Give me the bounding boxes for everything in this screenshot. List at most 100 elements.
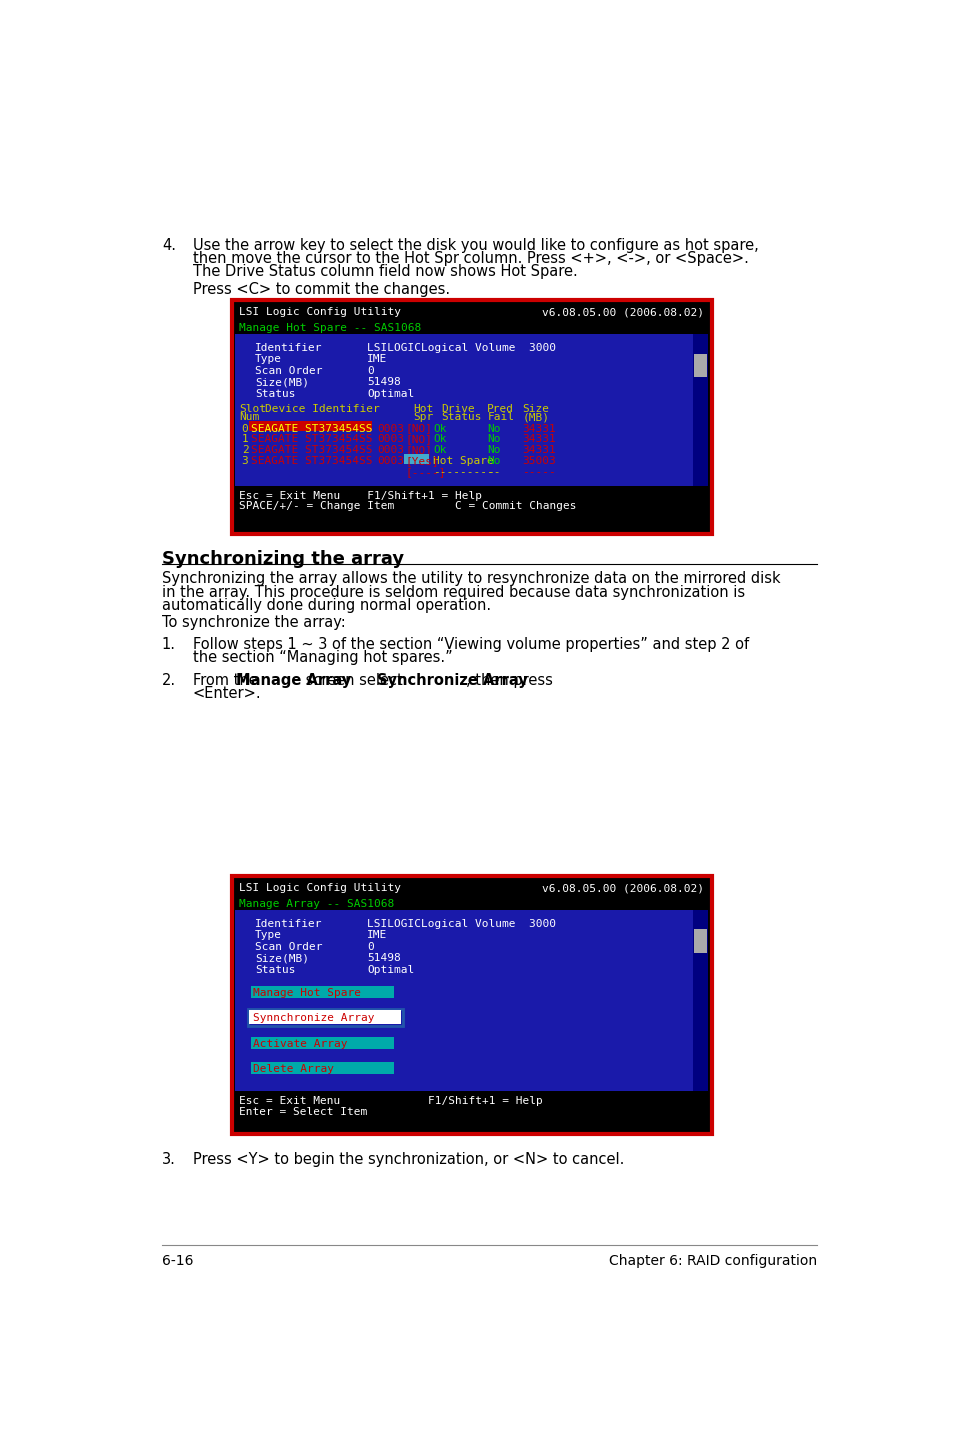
Text: Device Identifier: Device Identifier — [265, 404, 379, 414]
Text: Press <Y> to begin the synchronization, or <N> to cancel.: Press <Y> to begin the synchronization, … — [193, 1152, 623, 1168]
Bar — [251, 1037, 394, 1048]
Text: Manage Array: Manage Array — [236, 673, 351, 687]
Bar — [232, 299, 711, 535]
Text: To synchronize the array:: To synchronize the array: — [162, 615, 345, 630]
Text: Delete Array: Delete Array — [253, 1064, 334, 1074]
Text: Ok: Ok — [433, 424, 446, 434]
Text: 0003: 0003 — [377, 456, 404, 466]
Text: No: No — [487, 434, 500, 444]
Text: The Drive Status column field now shows Hot Spare.: The Drive Status column field now shows … — [193, 265, 577, 279]
Bar — [249, 421, 372, 431]
Text: Optimal: Optimal — [367, 965, 414, 975]
Text: Spr: Spr — [414, 413, 434, 421]
Text: 0003: 0003 — [377, 446, 404, 456]
Text: 34331: 34331 — [521, 424, 556, 434]
Bar — [692, 910, 707, 1120]
Text: Status: Status — [440, 413, 481, 421]
Text: 0: 0 — [367, 942, 374, 952]
Text: automatically done during normal operation.: automatically done during normal operati… — [162, 598, 491, 613]
Text: Synchronizing the array allows the utility to resynchronize data on the mirrored: Synchronizing the array allows the utili… — [162, 571, 780, 587]
Text: LSI Logic Config Utility: LSI Logic Config Utility — [239, 883, 401, 893]
Text: IME: IME — [367, 354, 387, 364]
Text: Use the arrow key to select the disk you would like to configure as hot spare,: Use the arrow key to select the disk you… — [193, 239, 758, 253]
Text: Enter = Select Item: Enter = Select Item — [239, 1107, 367, 1116]
Text: ---------: --------- — [433, 467, 494, 477]
Text: SEAGATE ST373454SS: SEAGATE ST373454SS — [251, 424, 372, 434]
Text: screen select: screen select — [301, 673, 407, 687]
Text: 34331: 34331 — [521, 434, 556, 444]
Text: 2: 2 — [241, 446, 248, 456]
Text: SEAGATE ST373454SS: SEAGATE ST373454SS — [251, 434, 372, 444]
Text: Chapter 6: RAID configuration: Chapter 6: RAID configuration — [608, 1254, 816, 1268]
Text: 0003: 0003 — [377, 434, 404, 444]
Text: 1: 1 — [241, 434, 248, 444]
Text: Manage Hot Spare: Manage Hot Spare — [253, 988, 360, 998]
Text: No: No — [487, 446, 500, 456]
Text: Size(MB): Size(MB) — [254, 953, 309, 963]
Text: Type: Type — [254, 354, 281, 364]
Text: --: -- — [487, 467, 500, 477]
Bar — [235, 1091, 707, 1120]
Text: Press <C> to commit the changes.: Press <C> to commit the changes. — [193, 282, 450, 296]
Text: Fail: Fail — [487, 413, 514, 421]
Text: 35003: 35003 — [521, 456, 556, 466]
Text: Scan Order: Scan Order — [254, 942, 322, 952]
Text: LSILOGICLogical Volume  3000: LSILOGICLogical Volume 3000 — [367, 919, 556, 929]
Bar — [235, 321, 707, 334]
Text: [NO]: [NO] — [405, 424, 432, 434]
Bar — [235, 910, 692, 1120]
Text: Status: Status — [254, 965, 295, 975]
Text: 3.: 3. — [162, 1152, 175, 1168]
Bar — [694, 929, 706, 952]
Text: Hot: Hot — [414, 404, 434, 414]
Bar — [235, 896, 707, 910]
Bar — [235, 303, 707, 321]
Text: Slot: Slot — [239, 404, 266, 414]
Text: 2.: 2. — [162, 673, 175, 687]
Text: Activate Array: Activate Array — [253, 1038, 347, 1048]
Text: 3: 3 — [241, 456, 248, 466]
Text: Num: Num — [239, 413, 259, 421]
Text: <Enter>.: <Enter>. — [193, 686, 261, 702]
Text: SEAGATE ST373454SS: SEAGATE ST373454SS — [251, 446, 372, 456]
Text: Drive: Drive — [440, 404, 475, 414]
Text: , then press: , then press — [466, 673, 553, 687]
Bar — [251, 985, 394, 998]
Text: [----]: [----] — [405, 467, 445, 477]
Text: IME: IME — [367, 930, 387, 940]
Text: 51498: 51498 — [367, 377, 400, 387]
Text: 34331: 34331 — [521, 446, 556, 456]
Text: Pred: Pred — [487, 404, 514, 414]
Text: in the array. This procedure is seldom required because data synchronization is: in the array. This procedure is seldom r… — [162, 584, 744, 600]
Text: From the: From the — [193, 673, 262, 687]
Text: Manage Hot Spare -- SAS1068: Manage Hot Spare -- SAS1068 — [239, 322, 421, 332]
Text: v6.08.05.00 (2006.08.02): v6.08.05.00 (2006.08.02) — [542, 308, 703, 318]
Bar — [694, 354, 706, 377]
Text: Esc = Exit Menu             F1/Shift+1 = Help: Esc = Exit Menu F1/Shift+1 = Help — [239, 1096, 542, 1106]
Bar — [248, 1009, 402, 1025]
Bar — [692, 334, 707, 513]
Text: Identifier: Identifier — [254, 919, 322, 929]
Text: Synchronize Array: Synchronize Array — [376, 673, 527, 687]
Text: Follow steps 1 ~ 3 of the section “Viewing volume properties” and step 2 of: Follow steps 1 ~ 3 of the section “Viewi… — [193, 637, 748, 651]
Text: SEAGATE ST373454SS: SEAGATE ST373454SS — [251, 456, 372, 466]
Text: 4.: 4. — [162, 239, 175, 253]
Text: SPACE/+/- = Change Item         C = Commit Changes: SPACE/+/- = Change Item C = Commit Chang… — [239, 502, 577, 512]
Text: [NO]: [NO] — [405, 434, 432, 444]
Bar — [235, 334, 692, 513]
Text: Esc = Exit Menu    F1/Shift+1 = Help: Esc = Exit Menu F1/Shift+1 = Help — [239, 490, 482, 500]
Text: Ok: Ok — [433, 434, 446, 444]
Text: (MB): (MB) — [521, 413, 549, 421]
Text: Synnchronize Array: Synnchronize Array — [253, 1014, 374, 1024]
Text: [NO]: [NO] — [405, 446, 432, 456]
Text: the section “Managing hot spares.”: the section “Managing hot spares.” — [193, 650, 452, 664]
Text: Status: Status — [254, 388, 295, 398]
Bar — [404, 453, 429, 463]
Bar — [235, 486, 707, 515]
Text: No: No — [487, 424, 500, 434]
Text: 0003: 0003 — [377, 424, 404, 434]
Text: Ok: Ok — [433, 446, 446, 456]
Text: Synchronizing the array: Synchronizing the array — [162, 549, 403, 568]
Text: 0: 0 — [241, 424, 248, 434]
Text: LSILOGICLogical Volume  3000: LSILOGICLogical Volume 3000 — [367, 342, 556, 352]
